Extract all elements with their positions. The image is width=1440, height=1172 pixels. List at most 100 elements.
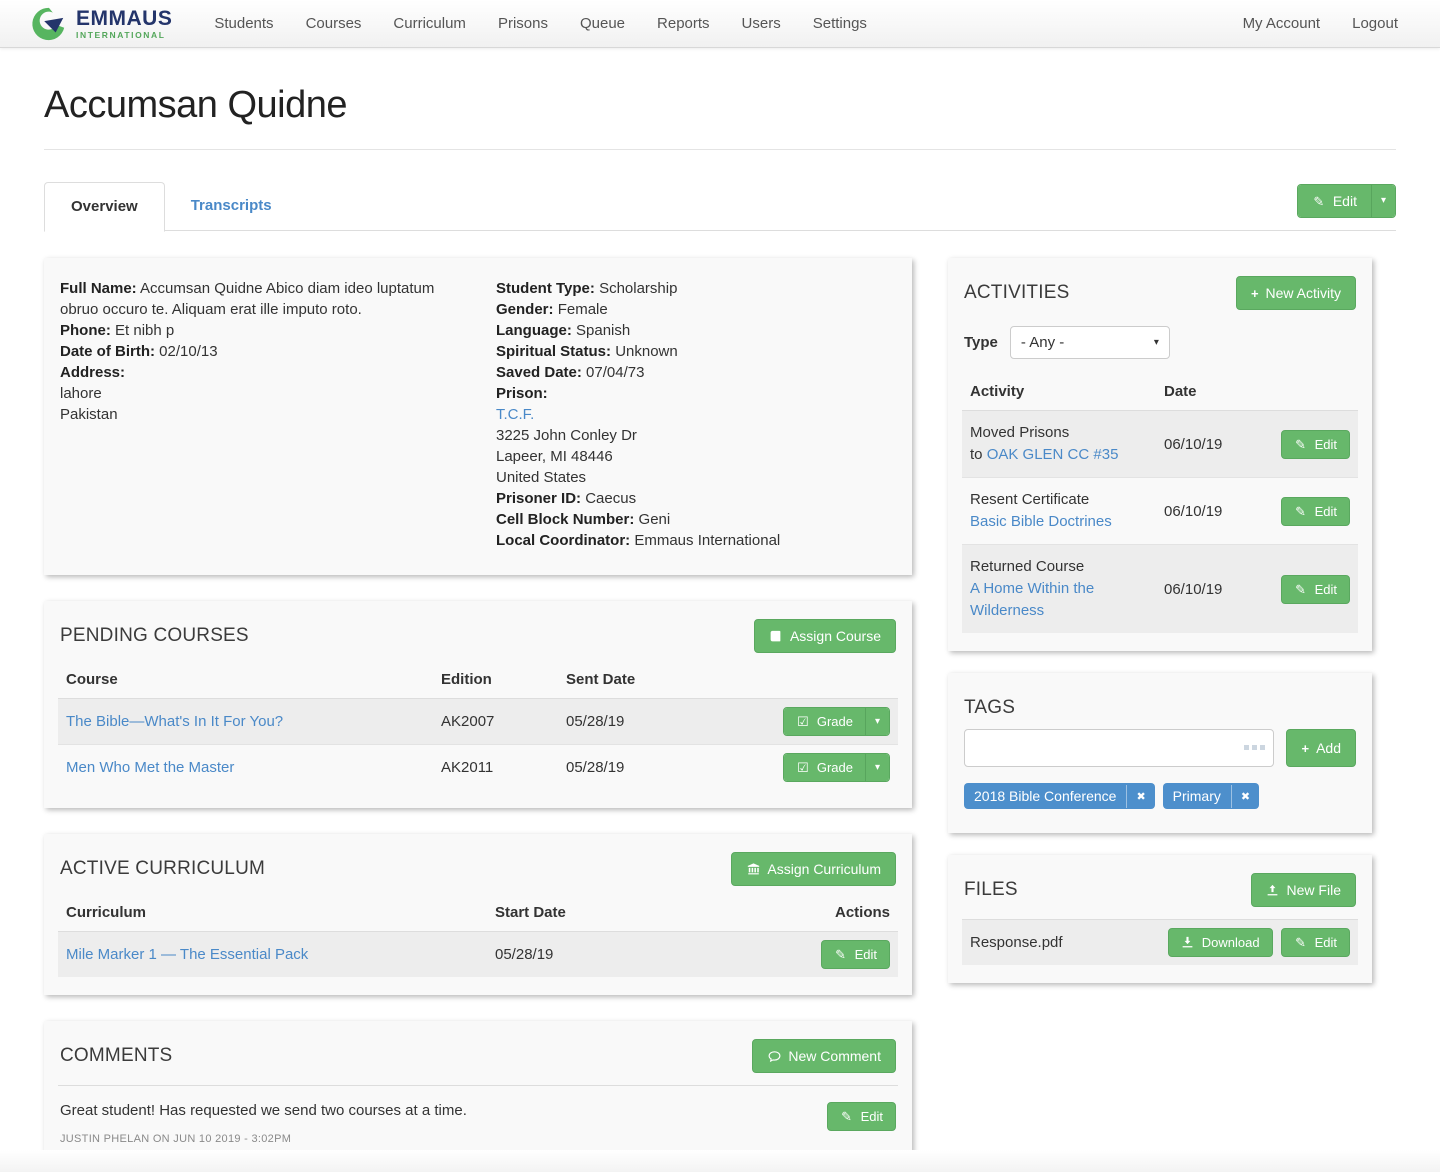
activity-link[interactable]: A Home Within the Wilderness: [970, 580, 1095, 619]
pencil-icon: ✎: [835, 947, 847, 962]
col-course: Course: [66, 671, 118, 688]
col-curriculum: Curriculum: [66, 904, 147, 921]
file-edit-button[interactable]: ✎ Edit: [1280, 928, 1350, 957]
comments-panel: COMMENTS New Comment Great student! Has …: [44, 1021, 912, 1171]
student-edit-dropdown-toggle[interactable]: ▾: [1370, 185, 1395, 217]
course-link[interactable]: The Bible—What's In It For You?: [66, 713, 284, 730]
activity-date: 06/10/19: [1164, 435, 1223, 453]
nav-item-students[interactable]: Students: [214, 15, 274, 32]
remove-tag-icon[interactable]: ✖: [1126, 784, 1154, 808]
files-divider: [962, 919, 1358, 920]
grade-button[interactable]: ☑ Grade: [783, 754, 865, 781]
course-edition: AK2011: [441, 759, 494, 776]
check-square-icon: ☑: [797, 714, 809, 729]
new-activity-button[interactable]: + New Activity: [1235, 276, 1356, 310]
emmaus-logo[interactable]: EMMAUS INTERNATIONAL: [30, 5, 172, 43]
col-edition: Edition: [441, 671, 492, 688]
nav-item-prisons[interactable]: Prisons: [497, 15, 548, 32]
comment-edit-button[interactable]: ✎ Edit: [826, 1102, 896, 1131]
student-edit-split-button: ✎ Edit ▾: [1296, 184, 1396, 218]
col-date: Date: [1164, 383, 1197, 400]
activity-link[interactable]: Basic Bible Doctrines: [970, 513, 1112, 530]
prisoner-id-value: Caecus: [585, 490, 637, 507]
activity-link[interactable]: OAK GLEN CC #35: [986, 446, 1119, 463]
prison-address-2: Lapeer, MI 48446: [496, 448, 613, 465]
grade-dropdown-toggle[interactable]: ▾: [864, 708, 889, 735]
assign-curriculum-button[interactable]: Assign Curriculum: [731, 852, 896, 886]
curriculum-edit-button[interactable]: ✎ Edit: [820, 940, 890, 969]
pencil-icon: ✎: [1295, 436, 1307, 452]
phone-label: Phone:: [60, 322, 111, 339]
chevron-down-icon: ▾: [1380, 195, 1386, 206]
activity-type-label: Type: [964, 334, 998, 351]
language-label: Language:: [496, 322, 572, 339]
brand-name: EMMAUS: [76, 6, 173, 30]
comment-bubble-icon: [767, 1049, 781, 1063]
tag-input[interactable]: [964, 729, 1275, 767]
activity-row: Moved Prisons to OAK GLEN CC #35 06/10/1…: [962, 411, 1358, 478]
assign-course-button[interactable]: Assign Course: [753, 619, 896, 653]
student-info-right: Student Type: Scholarship Gender: Female…: [496, 278, 896, 551]
tag-pill: 2018 Bible Conference ✖: [964, 783, 1155, 809]
new-comment-button[interactable]: New Comment: [752, 1039, 896, 1073]
student-info-left: Full Name: Accumsan Quidne Abico diam id…: [60, 278, 496, 551]
spiritual-status-value: Unknown: [615, 343, 678, 360]
page-title: Accumsan Quidne: [44, 84, 348, 126]
address-line-1: lahore: [60, 385, 102, 402]
student-type-value: Scholarship: [599, 280, 678, 297]
pending-courses-title: PENDING COURSES: [60, 625, 249, 646]
activities-header-row: Activity Date: [962, 375, 1358, 411]
prison-address-1: 3225 John Conley Dr: [496, 427, 637, 444]
course-link[interactable]: Men Who Met the Master: [66, 759, 235, 776]
comment-text: Great student! Has requested we send two…: [60, 1102, 467, 1119]
plus-icon: +: [1301, 740, 1310, 756]
primary-nav: Students Courses Curriculum Prisons Queu…: [198, 1, 883, 46]
upload-icon: [1266, 883, 1280, 897]
grade-split-button: ☑ Grade ▾: [782, 753, 890, 782]
add-tag-button[interactable]: + Add: [1286, 729, 1356, 767]
nav-item-courses[interactable]: Courses: [305, 15, 362, 32]
emmaus-logo-mark: [32, 7, 65, 40]
address-label: Address:: [60, 364, 126, 381]
tags-title: TAGS: [964, 697, 1016, 718]
activity-edit-button[interactable]: ✎ Edit: [1280, 429, 1350, 459]
pending-courses-header-row: Course Edition Sent Date: [58, 663, 898, 699]
activity-edit-button[interactable]: ✎ Edit: [1280, 574, 1350, 604]
file-download-button[interactable]: Download: [1167, 928, 1273, 957]
nav-item-curriculum[interactable]: Curriculum: [393, 15, 466, 32]
chevron-down-icon: ▾: [874, 715, 880, 727]
remove-tag-icon[interactable]: ✖: [1230, 784, 1259, 808]
nav-item-settings[interactable]: Settings: [812, 15, 867, 32]
grade-dropdown-toggle[interactable]: ▾: [864, 754, 889, 781]
nav-item-queue[interactable]: Queue: [579, 15, 626, 32]
grade-split-button: ☑ Grade ▾: [782, 707, 890, 736]
nav-item-my-account[interactable]: My Account: [1242, 15, 1321, 32]
new-file-button[interactable]: New File: [1250, 873, 1356, 907]
tab-overview[interactable]: Overview: [44, 182, 165, 232]
prison-address-3: United States: [496, 469, 587, 486]
language-value: Spanish: [576, 322, 631, 339]
activity-type-text: Resent Certificate: [970, 491, 1090, 508]
prisoner-id-label: Prisoner ID:: [496, 490, 582, 507]
prison-link[interactable]: T.C.F.: [496, 406, 535, 423]
pencil-icon: ✎: [1295, 581, 1307, 597]
full-name-label: Full Name:: [60, 280, 137, 297]
tab-transcripts[interactable]: Transcripts: [190, 197, 272, 214]
activity-type-select[interactable]: - Any - ▾: [1009, 326, 1170, 359]
activity-edit-button[interactable]: ✎ Edit: [1280, 496, 1350, 526]
student-edit-button[interactable]: ✎ Edit: [1297, 185, 1371, 217]
nav-item-reports[interactable]: Reports: [657, 15, 710, 32]
nav-item-logout[interactable]: Logout: [1352, 15, 1398, 32]
nav-item-users[interactable]: Users: [741, 15, 781, 32]
gender-label: Gender:: [496, 301, 554, 318]
comments-divider: [58, 1085, 898, 1086]
saved-date-value: 07/04/73: [586, 364, 645, 381]
phone-value: Et nibh p: [115, 322, 175, 339]
pending-courses-panel: PENDING COURSES Assign Course Course Edi…: [44, 601, 912, 808]
bank-icon: [746, 862, 760, 876]
grade-button[interactable]: ☑ Grade: [783, 708, 865, 735]
address-line-2: Pakistan: [60, 406, 118, 423]
pending-course-row: The Bible—What's In It For You? AK2007 0…: [58, 699, 898, 745]
course-edition: AK2007: [441, 713, 495, 730]
curriculum-link[interactable]: Mile Marker 1 — The Essential Pack: [66, 946, 309, 963]
